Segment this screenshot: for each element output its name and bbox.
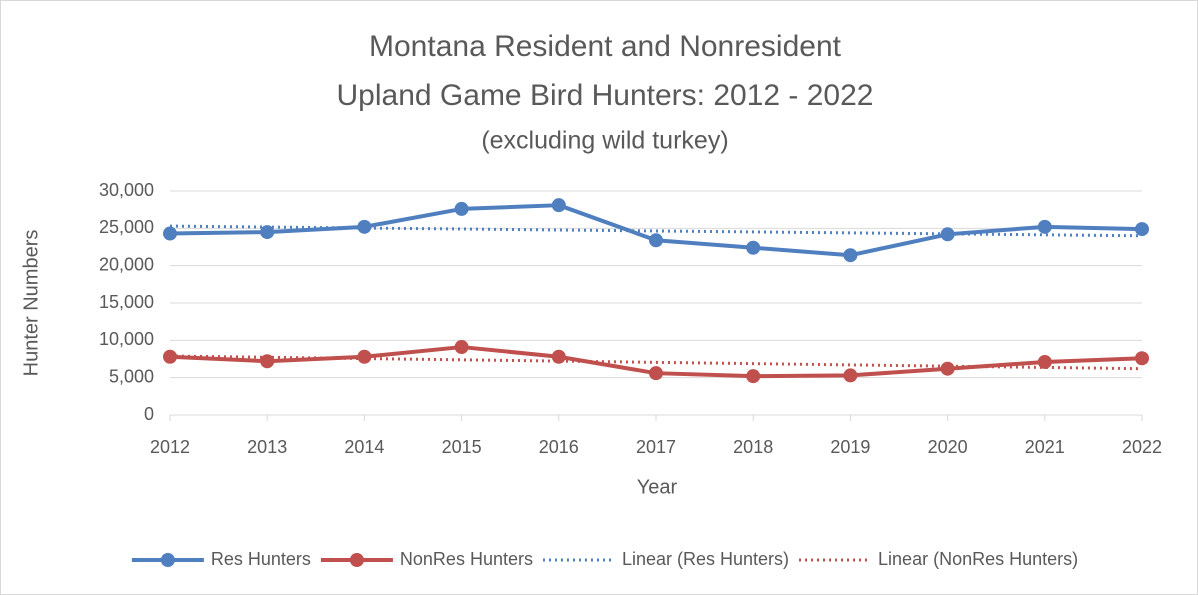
x-tick-label: 2012: [150, 437, 190, 457]
legend: Res Hunters NonRes Hunters Linear (Res Hun…: [131, 549, 1078, 569]
legend-label: Linear (NonRes Hunters): [878, 549, 1078, 569]
legend-marker: [349, 553, 364, 567]
point: [357, 349, 372, 364]
legend-label: Linear (Res Hunters): [622, 549, 789, 569]
chart-subtitle: (excluding wild turkey): [481, 127, 728, 155]
point: [454, 340, 469, 355]
legend-label: Res Hunters: [211, 549, 311, 569]
point: [163, 226, 177, 241]
x-tick-label: 2017: [636, 437, 676, 457]
point: [1037, 354, 1052, 369]
y-axis-label: Hunter Numbers: [20, 230, 42, 377]
x-axis-label: Year: [637, 476, 678, 498]
point: [551, 198, 566, 213]
legend-marker: [160, 553, 175, 567]
y-tick-label: 20,000: [99, 254, 154, 274]
x-tick-label: 2021: [1025, 437, 1065, 457]
x-tick-label: 2013: [247, 437, 287, 457]
point: [746, 369, 761, 384]
chart-title-line: Montana Resident and Nonresident: [369, 30, 842, 63]
point: [1135, 222, 1149, 237]
point: [357, 219, 372, 234]
point: [843, 368, 858, 383]
y-tick-label: 10,000: [99, 329, 154, 349]
point: [746, 240, 761, 255]
point: [940, 227, 955, 242]
x-tick-label: 2018: [733, 437, 773, 457]
point: [551, 349, 566, 364]
x-tick-label: 2014: [344, 437, 384, 457]
y-tick-label: 30,000: [99, 180, 154, 200]
y-tick-label: 15,000: [99, 292, 154, 312]
x-tick-label: 2016: [539, 437, 579, 457]
point: [260, 225, 275, 240]
y-tick-label: 25,000: [99, 217, 154, 237]
point: [940, 361, 955, 376]
point: [649, 233, 663, 248]
x-tick-label: 2019: [830, 437, 870, 457]
x-tick-label: 2020: [928, 437, 968, 457]
point: [260, 354, 275, 369]
x-tick-label: 2015: [442, 437, 482, 457]
point: [843, 248, 858, 263]
point: [454, 201, 469, 216]
point: [1037, 219, 1052, 234]
x-tick-label: 2022: [1122, 437, 1162, 457]
point: [1135, 351, 1149, 366]
y-tick-label: 0: [144, 404, 154, 424]
point: [649, 366, 663, 381]
trend-line: [169, 224, 1143, 238]
y-tick-label: 5,000: [109, 366, 154, 386]
trend-line: [169, 354, 1143, 371]
chart-title-line: Upland Game Bird Hunters: 2012 - 2022: [337, 79, 874, 112]
legend-label: NonRes Hunters: [400, 549, 533, 569]
